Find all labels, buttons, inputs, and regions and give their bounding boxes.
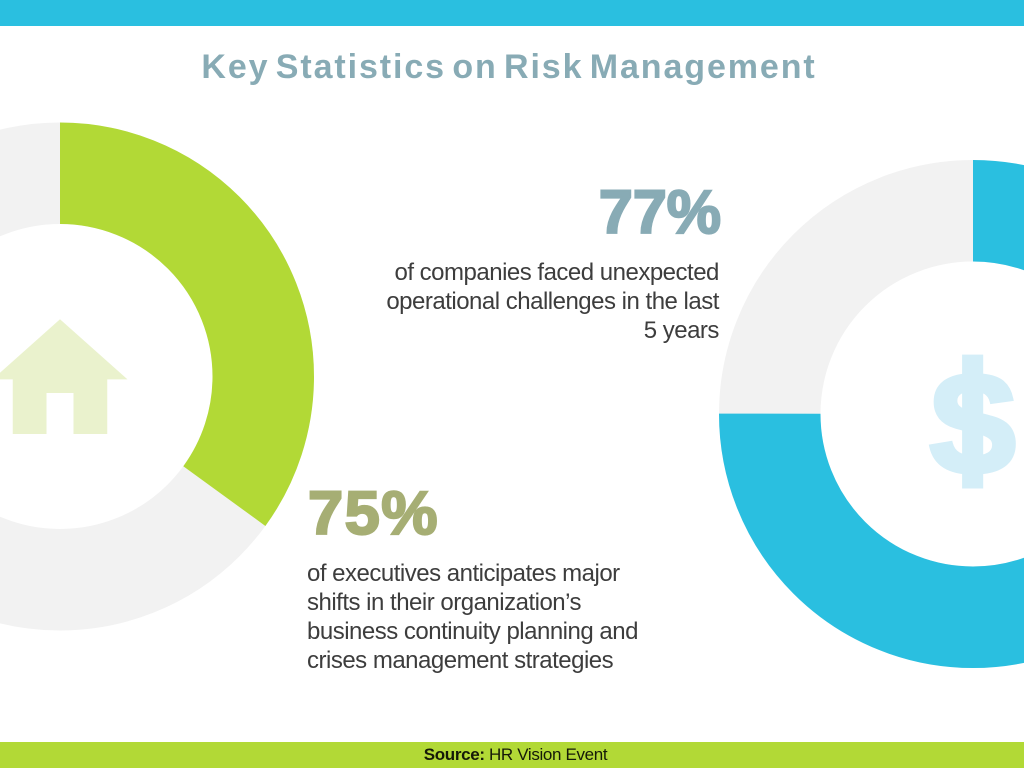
svg-text:S: S (928, 348, 1019, 501)
